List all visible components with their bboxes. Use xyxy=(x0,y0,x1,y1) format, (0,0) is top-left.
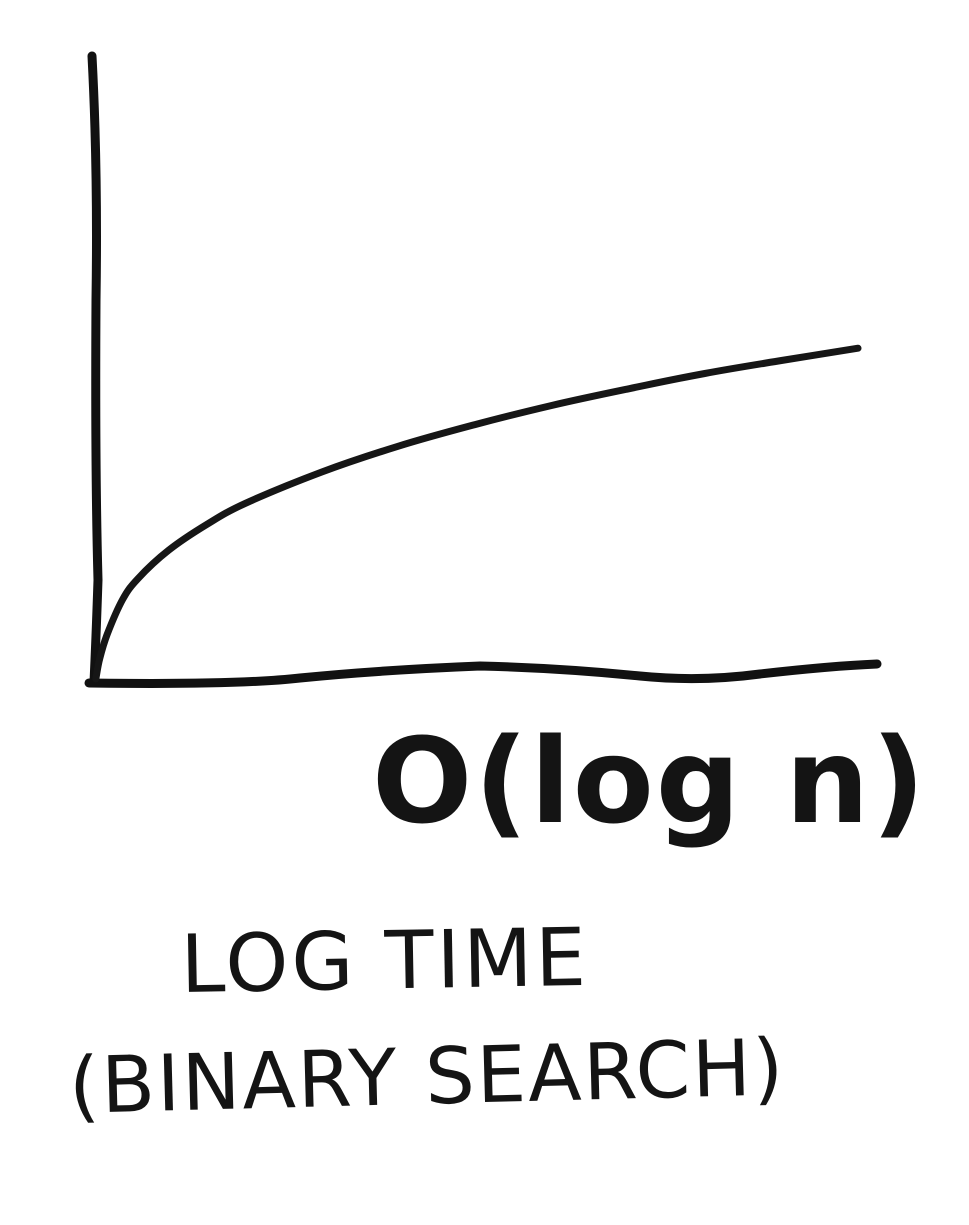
chart-subtitle: (BINARY SEARCH) xyxy=(67,1023,787,1132)
big-o-notation: O(log n) xyxy=(372,712,928,850)
chart-title: LOG TIME xyxy=(179,910,590,1011)
x-axis xyxy=(84,659,882,688)
y-axis xyxy=(87,51,103,687)
log-curve xyxy=(92,344,862,683)
